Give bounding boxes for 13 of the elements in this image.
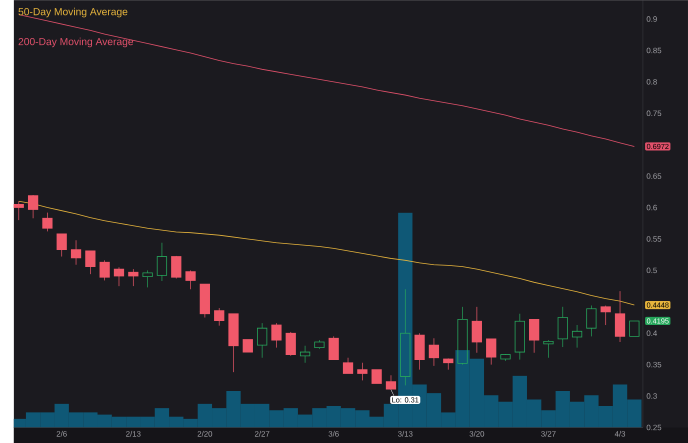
candlestick [114,266,124,286]
candlestick [156,242,168,282]
candlestick [472,306,482,353]
candlestick [271,322,282,348]
candlestick [543,340,554,358]
candlestick [300,345,310,364]
candlestick [42,212,53,232]
series-label: 200-Day Moving Average [18,38,134,48]
text: 50-Day Moving Average [18,8,128,18]
candlestick [70,240,82,265]
candlestick [428,338,440,366]
candlestick [614,290,626,342]
candlestick [572,324,582,348]
